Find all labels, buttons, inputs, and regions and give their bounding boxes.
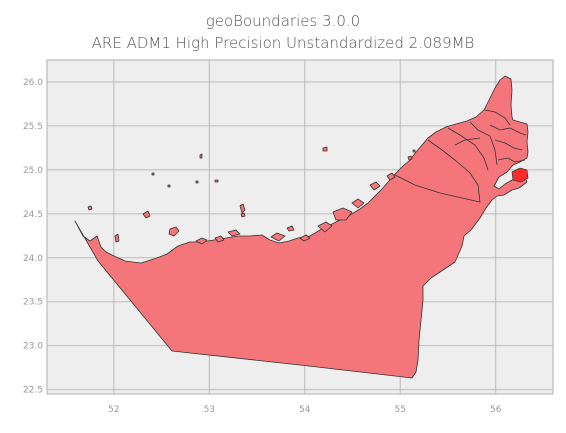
island (214, 179, 219, 183)
island (240, 212, 246, 218)
island (195, 237, 208, 245)
region-mainland (74, 75, 529, 379)
y-tick-label: 23.5 (23, 298, 43, 308)
y-tick-label: 25.5 (23, 122, 43, 132)
y-tick-label: 25.0 (23, 166, 43, 176)
map-title-line2: ARE ADM1 High Precision Unstandardized 2… (91, 34, 475, 52)
island (214, 235, 225, 243)
y-tick-label: 24.5 (23, 210, 43, 220)
plot-frame (46, 59, 554, 395)
island (199, 153, 203, 159)
island (332, 207, 353, 221)
island (299, 234, 311, 242)
island (407, 155, 413, 161)
x-tick-label: 56 (490, 405, 502, 415)
island (142, 210, 151, 219)
island (227, 229, 241, 237)
y-tick-label: 24.0 (23, 254, 43, 264)
island (369, 181, 381, 191)
x-tick-label: 55 (395, 405, 406, 415)
island (239, 203, 246, 214)
y-tick-labels: 22.5 23.0 23.5 24.0 24.5 25.0 25.5 26.0 (23, 78, 43, 396)
island (412, 149, 416, 153)
y-tick-label: 23.0 (23, 342, 43, 352)
island (351, 198, 365, 209)
emirate-boundaries (394, 109, 527, 203)
island (322, 146, 328, 152)
x-tick-label: 52 (108, 405, 119, 415)
region-exclave (511, 167, 529, 183)
islands (87, 146, 416, 245)
island (87, 205, 93, 211)
map-title-line1: geoBoundaries 3.0.0 (205, 12, 361, 30)
y-tick-label: 26.0 (23, 78, 43, 88)
y-tick-label: 22.5 (23, 386, 43, 396)
island (168, 226, 180, 237)
x-tick-label: 53 (204, 405, 215, 415)
x-tick-label: 54 (299, 405, 311, 415)
island (317, 221, 333, 233)
country-map (74, 75, 529, 379)
island (195, 180, 199, 184)
island (286, 225, 295, 232)
island (151, 172, 155, 176)
island (270, 232, 286, 242)
island (114, 233, 120, 243)
island (167, 184, 171, 188)
island (386, 172, 396, 181)
x-tick-labels: 52 53 54 55 56 (108, 405, 502, 415)
